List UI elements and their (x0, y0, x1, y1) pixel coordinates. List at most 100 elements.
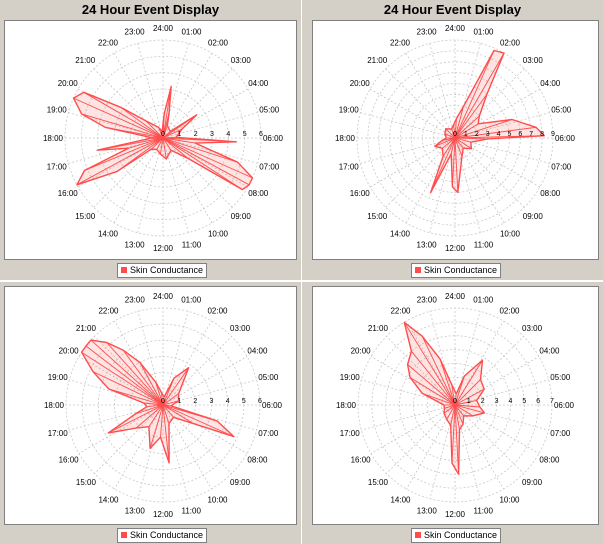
angular-tick-label: 06:00 (555, 134, 576, 143)
series-point (108, 388, 164, 406)
grid-spoke (114, 404, 164, 490)
angular-tick-label: 10:00 (500, 229, 521, 238)
angular-tick-label: 17:00 (48, 429, 69, 438)
angular-tick-label: 14:00 (98, 229, 119, 238)
radial-tick-label: 7 (550, 398, 554, 405)
radial-tick-label: 6 (258, 398, 262, 405)
series-point (162, 137, 243, 190)
series-point (445, 128, 456, 139)
grid-spoke (385, 137, 456, 208)
angular-tick-label: 23:00 (125, 296, 146, 305)
angular-tick-label: 24:00 (153, 24, 174, 33)
angular-tick-label: 19:00 (48, 373, 69, 382)
series-point (162, 404, 170, 463)
angular-tick-label: 11:00 (473, 506, 493, 515)
angular-tick-label: 02:00 (208, 39, 229, 48)
grid-spoke (385, 68, 456, 139)
chart-panel-4: 24:00 01:00 02:00 03:00 04:00 05:00 06:00 07:00… (302, 282, 603, 544)
series-point (162, 137, 250, 186)
series-point (454, 404, 485, 414)
series-point (162, 137, 189, 159)
angular-tick-label: 22:00 (390, 307, 411, 316)
grid-spoke (454, 404, 481, 499)
chart-panel-2: 24 Hour Event Display 24:00 01:00 02:00 03:… (302, 0, 603, 280)
angular-tick-label: 08:00 (539, 456, 560, 465)
series-point (442, 137, 456, 157)
grid-spoke (162, 311, 189, 406)
series-point (83, 91, 164, 139)
series-point (162, 393, 179, 406)
angular-tick-label: 07:00 (258, 429, 279, 438)
series-point (453, 124, 456, 139)
angular-tick-label: 24:00 (153, 292, 174, 301)
angular-tick-label: 05:00 (258, 373, 279, 382)
series-point (160, 392, 164, 406)
angular-tick-label: 10:00 (499, 495, 520, 504)
series-point (162, 125, 168, 139)
angular-tick-label: 01:00 (473, 28, 494, 37)
series-point (443, 404, 456, 414)
angular-tick-label: 23:00 (417, 296, 438, 305)
series-point (454, 137, 488, 140)
angular-tick-label: 17:00 (340, 429, 361, 438)
series-point (454, 404, 460, 475)
grid-spoke (162, 336, 232, 406)
series-point (85, 345, 164, 406)
angular-tick-label: 12:00 (445, 510, 466, 519)
legend: Skin Conductance (117, 263, 208, 278)
series-point (156, 137, 164, 150)
radial-tick-label: 6 (536, 398, 540, 405)
grid-spoke (162, 356, 248, 406)
grid-spoke (137, 43, 164, 139)
radial-tick-label: 5 (242, 398, 246, 405)
grid-spoke (162, 52, 213, 139)
series-point (162, 114, 197, 139)
series-point (162, 404, 218, 422)
series-point (439, 358, 456, 406)
angular-tick-label: 19:00 (340, 373, 361, 382)
angular-tick-label: 11:00 (182, 240, 202, 249)
series-point (139, 362, 164, 406)
grid-spoke (454, 137, 481, 233)
angular-tick-label: 24:00 (445, 24, 466, 33)
angular-tick-label: 20:00 (351, 347, 372, 356)
grid-spoke (162, 404, 212, 490)
angular-tick-label: 10:00 (208, 229, 229, 238)
plot-area: 24:00 01:00 02:00 03:00 04:00 05:00 06:00 07:00… (4, 20, 297, 260)
series-point (454, 126, 537, 139)
angular-tick-label: 03:00 (231, 56, 252, 65)
grid-spoke (162, 88, 249, 139)
series-point (454, 375, 465, 406)
radial-tick-label: 1 (467, 398, 471, 405)
radial-tick-label: 4 (226, 398, 230, 405)
series-point (430, 137, 456, 193)
angular-tick-label: 05:00 (550, 373, 571, 382)
legend-swatch (121, 531, 127, 538)
series-point (421, 336, 456, 406)
series-point (162, 112, 170, 139)
series-point (454, 137, 463, 157)
angular-tick-label: 04:00 (248, 79, 269, 88)
angular-tick-label: 11:00 (474, 240, 494, 249)
angular-tick-label: 09:00 (230, 478, 251, 487)
grid-spoke (78, 356, 164, 406)
grid-ring (426, 376, 484, 434)
series-point (454, 404, 464, 425)
legend-label: Skin Conductance (424, 530, 498, 540)
grid-spoke (361, 379, 456, 406)
angular-tick-label: 16:00 (350, 189, 371, 198)
series-point (446, 404, 456, 420)
series-point (162, 137, 172, 151)
grid-spoke (405, 52, 456, 139)
radial-tick-label: 2 (194, 131, 198, 138)
grid-spoke (137, 137, 164, 233)
grid-spoke (162, 137, 213, 224)
radial-tick-label: 7 (529, 131, 533, 138)
radial-tick-label: 6 (518, 131, 522, 138)
series-point (155, 381, 164, 406)
grid-spoke (162, 137, 189, 233)
angular-tick-label: 14:00 (390, 495, 411, 504)
series-point (81, 351, 164, 406)
